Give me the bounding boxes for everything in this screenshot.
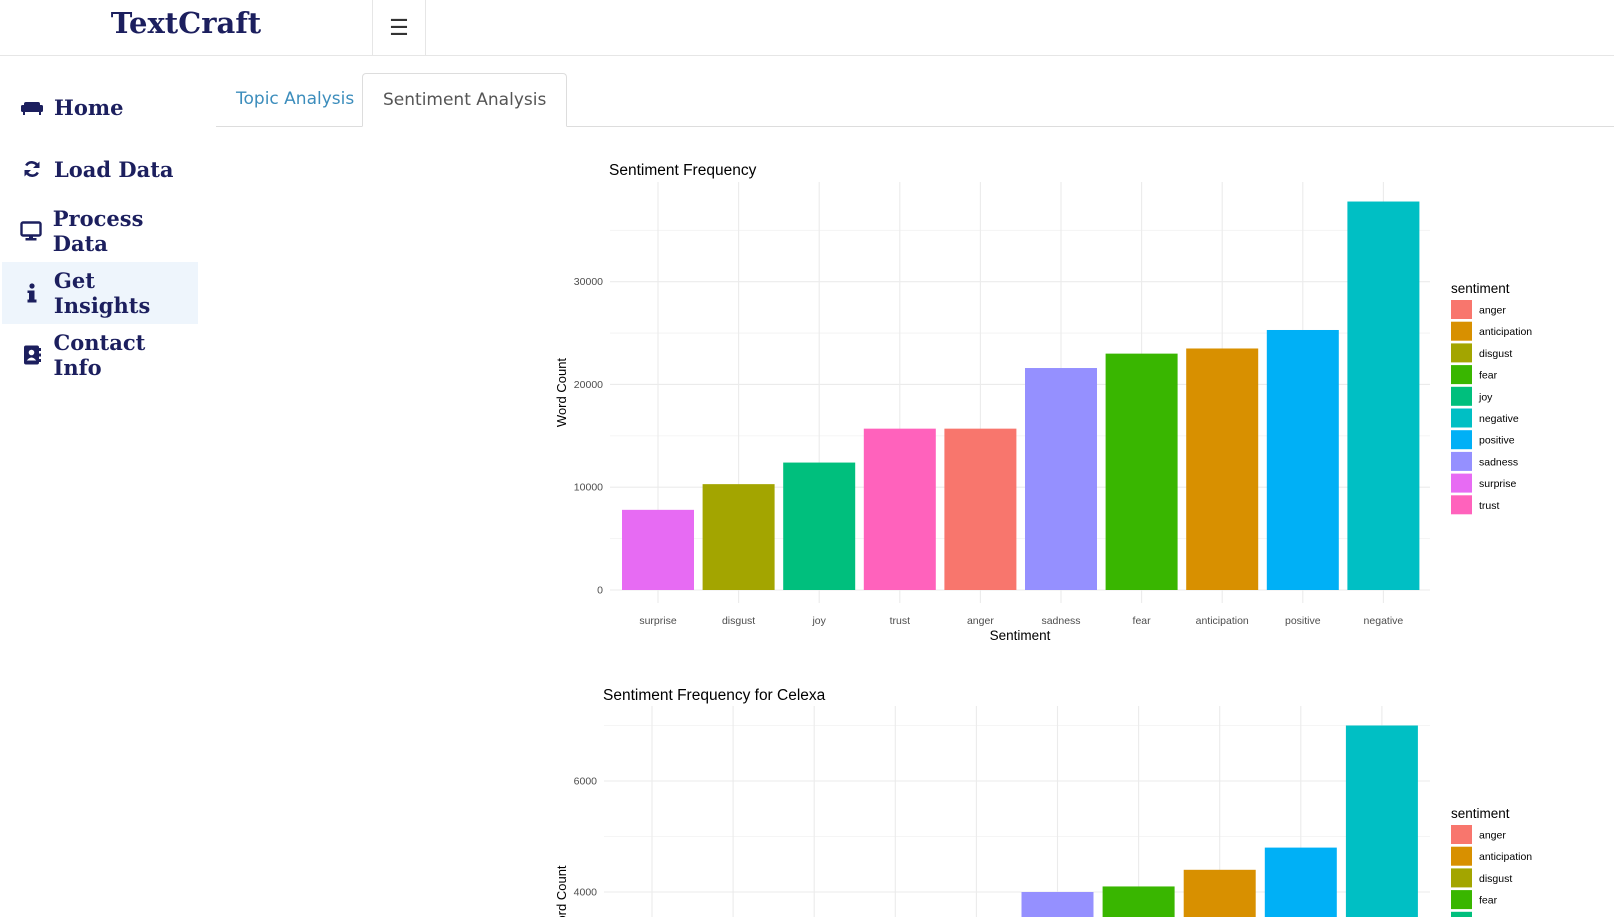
- legend-label: positive: [1479, 435, 1515, 447]
- legend-label: anger: [1479, 830, 1506, 842]
- sidebar-item-contact-info[interactable]: Contact Info: [2, 324, 198, 386]
- bar-joy: [783, 462, 856, 590]
- bar-negative: [1345, 725, 1418, 917]
- legend-label: negative: [1479, 413, 1519, 425]
- legend-swatch-anger: [1451, 825, 1472, 844]
- sidebar-item-load-data[interactable]: Load Data: [2, 138, 198, 200]
- sidebar-item-get-insights[interactable]: Get Insights: [2, 262, 198, 324]
- legend-title: sentiment: [1451, 281, 1510, 296]
- x-tick-label: fear: [1133, 615, 1152, 627]
- legend-swatch-joy: [1451, 386, 1472, 406]
- bar-sadness: [1021, 892, 1094, 917]
- bar-anger: [944, 428, 1017, 590]
- bar-fear: [1105, 353, 1178, 590]
- legend-swatch-negative: [1451, 408, 1472, 428]
- legend-swatch-trust: [1451, 495, 1472, 515]
- y-tick-label: 30000: [574, 276, 603, 288]
- couch-icon: [20, 99, 44, 115]
- legend-label: disgust: [1479, 873, 1512, 885]
- legend-swatch-anticipation: [1451, 321, 1472, 341]
- sidebar: Home Load Data Process Data Get Insights…: [0, 56, 200, 917]
- legend-label: disgust: [1479, 348, 1512, 360]
- y-tick-label: 20000: [574, 379, 603, 391]
- top-navbar: TextCraft ☰: [0, 0, 1614, 56]
- legend-label: anticipation: [1479, 851, 1532, 863]
- legend-label: fear: [1479, 370, 1498, 382]
- bar-positive: [1264, 847, 1337, 917]
- x-tick-label: disgust: [722, 615, 755, 627]
- legend-swatch-surprise: [1451, 473, 1472, 493]
- x-tick-label: anticipation: [1196, 615, 1249, 627]
- bar-negative: [1347, 201, 1420, 591]
- legend-swatch-anticipation: [1451, 846, 1472, 866]
- hamburger-icon: ☰: [389, 14, 409, 40]
- brand-logo: TextCraft: [110, 6, 262, 40]
- sidebar-item-label: Process Data: [52, 206, 144, 256]
- chart-title: Sentiment Frequency: [609, 162, 757, 179]
- sidebar-item-home[interactable]: Home: [2, 76, 198, 138]
- bar-positive: [1266, 329, 1339, 590]
- bar-fear: [1102, 886, 1175, 917]
- tab-sentiment-analysis[interactable]: Sentiment Analysis: [362, 73, 568, 127]
- sidebar-item-label: Get Insights: [53, 268, 151, 318]
- y-axis-label: Word Count: [554, 358, 569, 428]
- address-book-icon: [20, 345, 44, 365]
- sidebar-toggle-button[interactable]: ☰: [372, 0, 426, 55]
- legend-label: anticipation: [1479, 326, 1532, 338]
- legend-label: trust: [1479, 500, 1500, 512]
- x-tick-label: positive: [1285, 615, 1321, 627]
- legend-label: surprise: [1479, 478, 1517, 490]
- bar-anticipation: [1186, 348, 1259, 590]
- x-tick-label: negative: [1364, 615, 1404, 627]
- y-tick-label: 10000: [574, 482, 603, 494]
- legend-swatch-fear: [1451, 365, 1472, 385]
- x-tick-label: trust: [890, 615, 911, 627]
- legend-swatch-joy: [1451, 911, 1472, 917]
- y-tick-label: 4000: [574, 887, 598, 899]
- y-tick-label: 6000: [574, 776, 598, 788]
- y-axis-label: Word Count: [554, 865, 569, 917]
- x-tick-label: anger: [967, 615, 994, 627]
- bar-disgust: [702, 484, 775, 590]
- sidebar-item-label: Contact Info: [53, 330, 146, 380]
- legend-swatch-fear: [1451, 890, 1472, 910]
- bar-surprise: [622, 509, 694, 590]
- x-tick-label: joy: [811, 615, 826, 627]
- analysis-tabs: Topic Analysis Sentiment Analysis: [216, 73, 1614, 127]
- bar-trust: [863, 428, 936, 590]
- legend-swatch-positive: [1451, 430, 1472, 450]
- x-tick-label: surprise: [639, 615, 677, 627]
- desktop-icon: [20, 221, 43, 241]
- legend-swatch-disgust: [1451, 343, 1472, 363]
- x-axis-label: Sentiment: [990, 628, 1051, 643]
- y-tick-label: 0: [597, 585, 603, 597]
- x-tick-label: sadness: [1041, 615, 1080, 627]
- legend-label: sadness: [1479, 456, 1518, 468]
- info-icon: [20, 283, 44, 303]
- legend-label: joy: [1478, 391, 1493, 403]
- legend-label: anger: [1479, 305, 1506, 317]
- sidebar-item-label: Load Data: [54, 156, 174, 182]
- sidebar-item-process-data[interactable]: Process Data: [2, 200, 198, 262]
- bar-sadness: [1025, 368, 1097, 590]
- legend-swatch-anger: [1451, 300, 1472, 319]
- legend-swatch-disgust: [1451, 868, 1472, 888]
- legend-label: fear: [1479, 895, 1498, 907]
- bar-anticipation: [1183, 869, 1256, 917]
- sidebar-item-label: Home: [54, 94, 124, 120]
- tab-topic-analysis[interactable]: Topic Analysis: [236, 89, 355, 109]
- legend-title: sentiment: [1451, 806, 1510, 821]
- chart-title: Sentiment Frequency for Celexa: [603, 687, 826, 704]
- legend-swatch-sadness: [1451, 451, 1472, 471]
- refresh-icon: [20, 159, 44, 179]
